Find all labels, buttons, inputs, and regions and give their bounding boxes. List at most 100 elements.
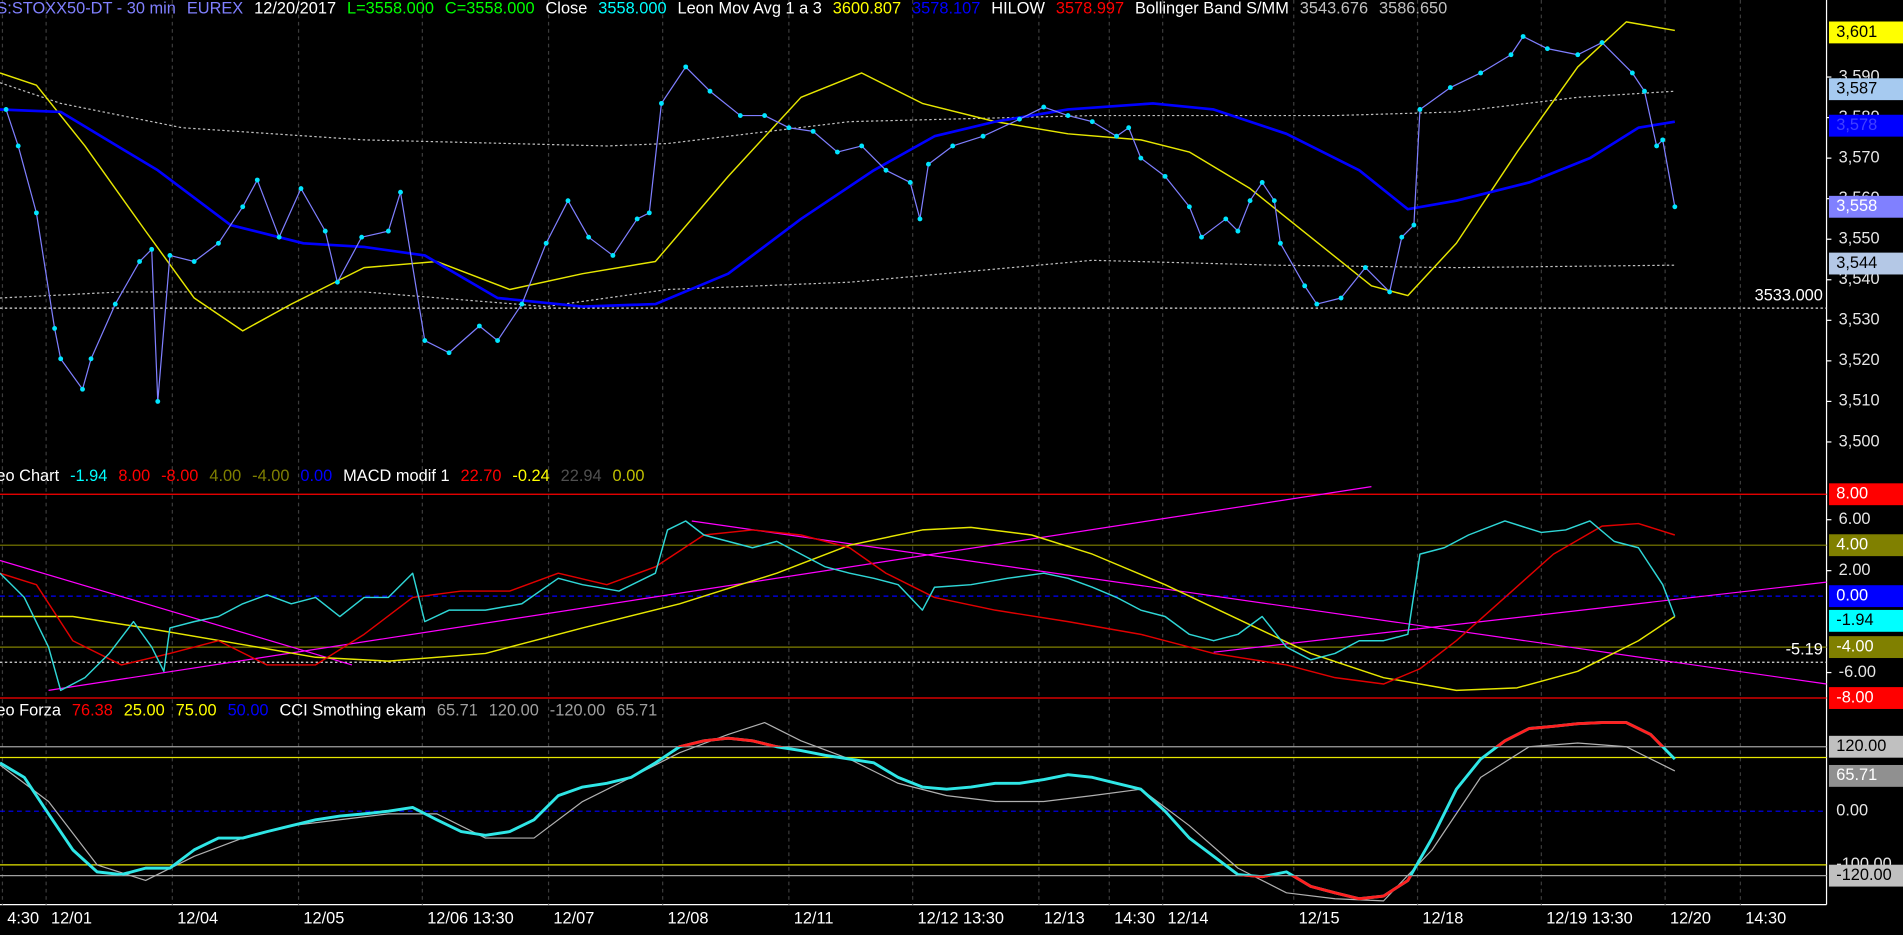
point xyxy=(926,161,931,167)
header-item: HILOW xyxy=(991,0,1045,18)
value-marker-label: 3,587 xyxy=(1836,80,1877,98)
point xyxy=(398,189,403,195)
point xyxy=(1259,180,1265,185)
point xyxy=(1654,143,1660,149)
point xyxy=(1126,125,1132,131)
panel-header: eo Forza 76.38 25.00 75.00 50.00 CCI Smothing… xyxy=(0,702,657,720)
point xyxy=(1041,104,1047,110)
point xyxy=(1508,52,1514,58)
series-line xyxy=(0,102,1676,308)
value-box xyxy=(1828,483,1903,506)
point xyxy=(1089,119,1095,125)
header-item: MACD modif 1 xyxy=(343,468,449,486)
x-tick-label: 12/18 xyxy=(1422,910,1463,928)
x-tick-label: 12/12 13:30 xyxy=(918,910,1004,928)
point xyxy=(543,240,549,246)
x-tick-label: 14:30 xyxy=(1114,910,1155,928)
header-item: Close xyxy=(545,0,587,18)
point xyxy=(1271,198,1277,204)
point xyxy=(216,240,221,246)
point xyxy=(634,216,640,222)
point xyxy=(422,338,428,344)
value-marker-label: 3,558 xyxy=(1836,197,1877,215)
point xyxy=(1235,228,1241,234)
point xyxy=(907,180,913,185)
point xyxy=(646,210,652,216)
header-item: 50.00 xyxy=(228,702,269,720)
y-tick-label: 6.00 xyxy=(1839,510,1871,528)
point xyxy=(1575,52,1581,58)
point xyxy=(1478,70,1484,76)
x-tick-label: 12/15 xyxy=(1299,910,1340,928)
point xyxy=(322,228,328,234)
point xyxy=(334,279,340,285)
point xyxy=(167,253,173,258)
point xyxy=(476,323,482,329)
x-tick-label: 12/11 xyxy=(794,910,834,928)
value-box xyxy=(1828,534,1903,557)
value-box xyxy=(1828,864,1903,887)
x-tick-label: 12/07 xyxy=(553,910,594,928)
value-marker xyxy=(1828,609,1903,632)
point xyxy=(980,133,986,139)
point xyxy=(810,128,816,134)
header-item: -120.00 xyxy=(550,702,606,720)
point xyxy=(586,234,592,240)
header-item: 3578.997 xyxy=(1056,0,1124,18)
header-item: 3586.650 xyxy=(1379,0,1447,18)
point xyxy=(565,198,571,204)
value-marker-label: 3,601 xyxy=(1836,23,1877,41)
x-tick-label: 4:30 xyxy=(7,910,39,928)
point xyxy=(359,234,365,240)
x-tick-label: 12/14 xyxy=(1168,910,1209,928)
point xyxy=(1660,137,1666,143)
point xyxy=(1672,204,1678,210)
point xyxy=(1599,40,1605,46)
point xyxy=(683,64,689,70)
point xyxy=(112,301,118,307)
value-marker-label: 65.71 xyxy=(1836,766,1877,784)
value-marker xyxy=(1828,195,1903,218)
header-item: 120.00 xyxy=(489,702,539,720)
point xyxy=(1162,173,1168,179)
point xyxy=(1223,216,1229,222)
point xyxy=(1065,113,1071,118)
series-line xyxy=(0,520,1676,692)
reference-label: 3533.000 xyxy=(1755,286,1823,304)
series-line xyxy=(0,21,1675,332)
point xyxy=(659,100,664,106)
value-box xyxy=(1828,687,1903,709)
header-item: CCI Smothing ekam xyxy=(279,702,425,720)
x-tick-label: 12/19 13:30 xyxy=(1546,910,1632,928)
y-tick-label: 3,530 xyxy=(1839,311,1880,329)
y-tick-label: 3,510 xyxy=(1839,392,1880,410)
header-item: 0.00 xyxy=(613,468,645,486)
point xyxy=(254,177,260,183)
panel-header: S:STOXX50-DT - 30 min EUREX 12/20/2017 L=35… xyxy=(0,0,1447,18)
trendline xyxy=(48,486,1372,691)
header-item: 12/20/2017 xyxy=(254,0,336,18)
point xyxy=(1186,204,1192,210)
header-item: 25.00 xyxy=(124,702,165,720)
value-box xyxy=(1828,636,1903,659)
x-tick-label: 14:30 xyxy=(1745,910,1786,928)
value-box xyxy=(1828,735,1903,758)
header-item: -8.00 xyxy=(161,468,198,486)
header-item: -4.00 xyxy=(252,468,289,486)
point xyxy=(1338,295,1344,301)
value-marker xyxy=(1828,764,1903,787)
point xyxy=(137,259,142,264)
point xyxy=(3,107,9,112)
point xyxy=(80,386,85,392)
series-line xyxy=(0,259,1675,308)
x-tick-label: 12/04 xyxy=(177,910,218,928)
point xyxy=(762,113,768,118)
y-tick-label: 3,540 xyxy=(1839,270,1880,288)
x-tick-label: 12/20 xyxy=(1670,910,1711,928)
point xyxy=(385,228,391,234)
point xyxy=(1314,301,1320,307)
point xyxy=(737,113,743,118)
header-item: -1.94 xyxy=(70,468,107,486)
